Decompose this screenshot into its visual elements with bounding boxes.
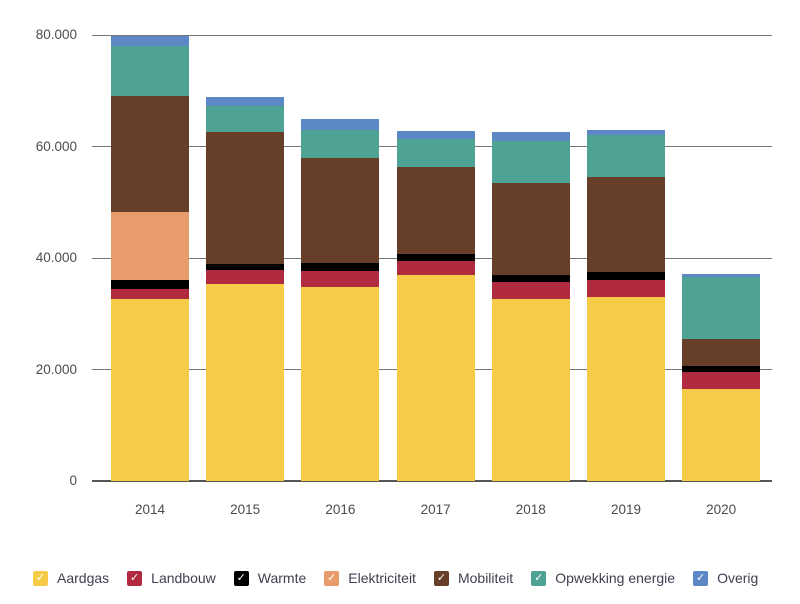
bar-segment-mobiliteit-2016[interactable]: [301, 157, 380, 264]
legend-label: Elektriciteit: [348, 570, 416, 586]
bar-segment-overig-2015[interactable]: [206, 96, 285, 107]
bar-segment-overig-2018[interactable]: [491, 132, 570, 141]
x-axis-label-2020: 2020: [706, 502, 737, 517]
x-axis-label-2016: 2016: [325, 502, 356, 517]
bar-segment-warmte-2019[interactable]: [587, 271, 665, 280]
y-axis-tick-label: 20.000: [35, 361, 77, 377]
bar-segment-mobiliteit-2017[interactable]: [396, 167, 475, 255]
bar-2017: [396, 130, 475, 481]
legend-item-elektriciteit[interactable]: ✓ Elektriciteit: [324, 570, 416, 586]
gridline-80.000: [92, 34, 772, 36]
legend-checkbox-aardgas[interactable]: ✓: [33, 570, 48, 586]
bar-segment-opwekking-energie-2017[interactable]: [396, 138, 475, 168]
bar-segment-warmte-2015[interactable]: [206, 263, 285, 271]
bar-segment-overig-2016[interactable]: [301, 119, 380, 131]
bar-2015: [206, 96, 285, 481]
legend-label: Warmte: [257, 570, 307, 586]
bar-2014: [111, 35, 189, 481]
bar-segment-opwekking-energie-2015[interactable]: [206, 106, 285, 132]
bar-segment-landbouw-2018[interactable]: [491, 282, 570, 299]
bar-segment-aardgas-2014[interactable]: [111, 299, 189, 481]
check-icon: ✓: [534, 571, 544, 584]
check-icon: ✓: [695, 571, 706, 584]
bar-segment-landbouw-2017[interactable]: [396, 260, 475, 275]
x-axis-label-2014: 2014: [134, 502, 166, 517]
bar-segment-aardgas-2016[interactable]: [301, 287, 380, 481]
legend-checkbox-warmte[interactable]: ✓: [233, 570, 249, 586]
check-icon: ✓: [436, 571, 447, 584]
legend-label: Opwekking energie: [555, 570, 676, 586]
bar-segment-elektriciteit-2014[interactable]: [111, 212, 189, 281]
legend-label: Mobiliteit: [457, 570, 514, 586]
bar-2018: [491, 132, 570, 481]
bar-segment-landbouw-2016[interactable]: [301, 270, 380, 287]
bar-segment-landbouw-2020[interactable]: [682, 372, 761, 389]
legend-label: Aardgas: [57, 570, 110, 586]
bar-segment-aardgas-2018[interactable]: [491, 298, 570, 481]
bar-segment-mobiliteit-2020[interactable]: [682, 339, 761, 366]
bar-segment-aardgas-2017[interactable]: [396, 274, 475, 481]
bar-segment-mobiliteit-2019[interactable]: [587, 176, 665, 272]
bar-segment-warmte-2020[interactable]: [682, 365, 761, 373]
bar-segment-warmte-2016[interactable]: [301, 263, 380, 271]
check-icon: ✓: [130, 571, 140, 584]
legend-item-overig[interactable]: ✓ Overig: [693, 570, 758, 586]
bar-segment-opwekking-energie-2016[interactable]: [301, 130, 380, 158]
gridline-0: [92, 480, 772, 482]
bar-2019: [587, 129, 665, 481]
bar-segment-opwekking-energie-2018[interactable]: [491, 140, 570, 184]
legend: ✓ Aardgas ✓ Landbouw ✓ Warmte ✓ Elektriciteit ✓ M…: [33, 570, 793, 586]
legend-item-aardgas[interactable]: ✓ Aardgas: [33, 570, 109, 586]
check-icon: ✓: [327, 571, 337, 584]
bar-segment-aardgas-2020[interactable]: [682, 388, 761, 481]
bar-segment-overig-2017[interactable]: [396, 130, 475, 139]
legend-item-opwekking-energie[interactable]: ✓ Opwekking energie: [531, 570, 675, 586]
bar-segment-overig-2014[interactable]: [111, 35, 189, 47]
bar-segment-aardgas-2019[interactable]: [587, 297, 665, 481]
check-icon: ✓: [236, 571, 246, 584]
bar-2020: [682, 273, 761, 481]
bar-segment-mobiliteit-2015[interactable]: [206, 131, 285, 264]
legend-label: Overig: [717, 570, 759, 586]
bar-segment-landbouw-2014[interactable]: [111, 289, 189, 300]
check-icon: ✓: [35, 571, 46, 584]
bar-segment-mobiliteit-2014[interactable]: [111, 96, 189, 213]
bar-2016: [301, 119, 380, 481]
bar-segment-opwekking-energie-2019[interactable]: [587, 134, 665, 177]
bar-segment-landbouw-2015[interactable]: [206, 270, 285, 284]
bar-segment-opwekking-energie-2014[interactable]: [111, 46, 189, 97]
bar-segment-overig-2019[interactable]: [587, 129, 665, 135]
legend-checkbox-mobiliteit[interactable]: ✓: [433, 570, 449, 586]
legend-label: Landbouw: [151, 570, 216, 586]
x-axis-label-2018: 2018: [515, 502, 546, 517]
bar-segment-warmte-2014[interactable]: [111, 280, 189, 290]
legend-item-warmte[interactable]: ✓ Warmte: [233, 570, 307, 586]
bar-segment-landbouw-2019[interactable]: [587, 279, 665, 297]
bar-segment-opwekking-energie-2020[interactable]: [682, 277, 761, 340]
x-axis-label-2017: 2017: [420, 502, 451, 517]
bar-segment-warmte-2018[interactable]: [491, 275, 570, 283]
bar-segment-overig-2020[interactable]: [682, 273, 761, 278]
x-axis-label-2015: 2015: [230, 502, 261, 517]
y-axis-tick-label: 60.000: [35, 138, 77, 154]
legend-item-landbouw[interactable]: ✓ Landbouw: [127, 570, 216, 586]
bar-segment-aardgas-2015[interactable]: [206, 283, 285, 481]
legend-item-mobiliteit[interactable]: ✓ Mobiliteit: [433, 570, 514, 586]
bar-segment-warmte-2017[interactable]: [396, 254, 475, 261]
legend-checkbox-opwekking-energie[interactable]: ✓: [531, 570, 547, 586]
x-axis-label-2019: 2019: [610, 502, 642, 517]
legend-checkbox-landbouw[interactable]: ✓: [127, 570, 143, 586]
y-axis-tick-label: 0: [69, 473, 77, 488]
bar-segment-mobiliteit-2018[interactable]: [491, 183, 570, 276]
y-axis-tick-label: 40.000: [35, 250, 77, 265]
legend-checkbox-overig[interactable]: ✓: [693, 570, 709, 586]
y-axis-tick-label: 80.000: [35, 27, 77, 42]
legend-checkbox-elektriciteit[interactable]: ✓: [324, 570, 340, 586]
